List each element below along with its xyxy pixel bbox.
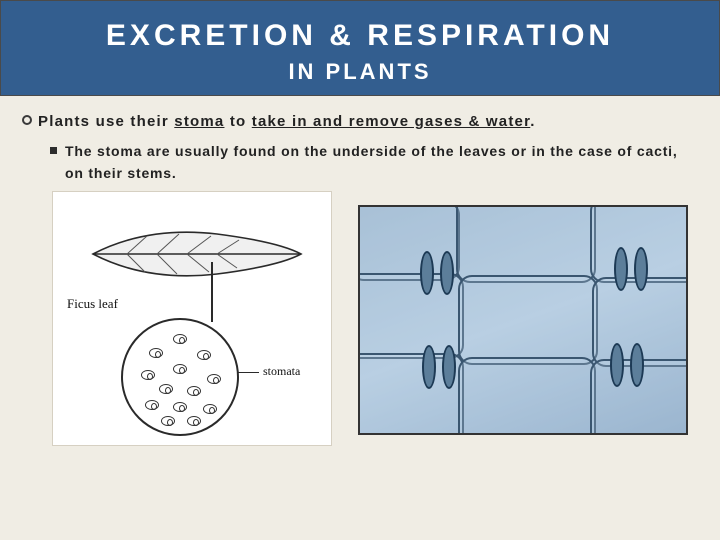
- stoma-dot: [187, 386, 201, 396]
- b1-prefix: Plants use their: [38, 113, 174, 130]
- b1-suffix: .: [530, 113, 535, 130]
- slide-header: EXCRETION & RESPIRATION IN PLANTS: [0, 0, 720, 96]
- stomata-pointer-line: [237, 372, 259, 374]
- stoma-dot: [187, 416, 201, 426]
- leaf-diagram: Ficus leaf stomata: [52, 191, 332, 446]
- title-main: EXCRETION & RESPIRATION: [11, 19, 709, 53]
- zoom-circle: [121, 318, 239, 436]
- bullet-1: Plants use their stoma to take in and re…: [22, 110, 698, 133]
- b1-u1: stoma: [174, 113, 224, 130]
- stoma-dot: [207, 374, 221, 384]
- square-bullet-icon: [50, 147, 57, 154]
- stomata-label: stomata: [263, 364, 300, 379]
- slide-content: Plants use their stoma to take in and re…: [0, 96, 720, 456]
- bullet-1-text: Plants use their stoma to take in and re…: [38, 110, 536, 133]
- stoma-dot: [173, 402, 187, 412]
- stoma-pair: [610, 343, 644, 391]
- circle-bullet-icon: [22, 115, 32, 125]
- cell: [456, 205, 596, 283]
- stoma-dot: [173, 364, 187, 374]
- stoma-dot: [203, 404, 217, 414]
- leaf-label: Ficus leaf: [67, 296, 118, 312]
- title-sub: IN PLANTS: [11, 59, 709, 85]
- bullet-2: The stoma are usually found on the under…: [50, 141, 698, 184]
- cell: [458, 275, 598, 365]
- stoma-dot: [145, 400, 159, 410]
- stoma-pair: [614, 247, 648, 295]
- stoma-dot: [141, 370, 155, 380]
- stoma-dot: [161, 416, 175, 426]
- stoma-dot: [149, 348, 163, 358]
- leaf-icon: [87, 220, 307, 290]
- stoma-pair: [420, 251, 454, 299]
- micrograph-image: [358, 205, 688, 435]
- stoma-pair: [422, 345, 456, 393]
- images-row: Ficus leaf stomata: [22, 191, 698, 446]
- b1-mid: to: [224, 113, 251, 130]
- stoma-dot: [173, 334, 187, 344]
- bullet-2-text: The stoma are usually found on the under…: [65, 141, 698, 184]
- zoom-connector-line: [211, 262, 213, 322]
- stoma-dot: [197, 350, 211, 360]
- b1-u2: take in and remove gases & water: [252, 113, 531, 130]
- stoma-dot: [159, 384, 173, 394]
- cell: [458, 357, 596, 435]
